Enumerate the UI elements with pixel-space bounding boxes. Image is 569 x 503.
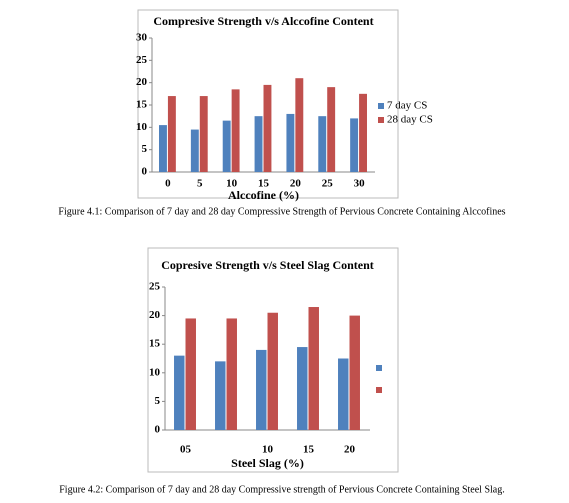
- y-tick-label: 5: [155, 395, 161, 407]
- x-tick-label: 15: [258, 178, 270, 190]
- x-tick-label: 20: [344, 444, 356, 456]
- bar: [167, 96, 176, 172]
- bar: [338, 358, 349, 430]
- y-tick-label: 25: [136, 54, 148, 66]
- bar: [174, 355, 185, 430]
- x-tick-label: 20: [290, 178, 302, 190]
- x-tick-label: 25: [322, 178, 334, 190]
- y-tick-label: 5: [142, 143, 148, 155]
- bar: [256, 349, 267, 430]
- x-tick-label: 10: [226, 178, 238, 190]
- bar: [222, 120, 231, 172]
- y-tick-label: 0: [142, 166, 148, 178]
- bar: [263, 84, 272, 172]
- legend-label: 7 day CS: [387, 100, 427, 112]
- bar: [254, 116, 263, 172]
- x-tick-label: 05: [180, 444, 192, 456]
- bar: [215, 361, 226, 430]
- y-tick-label: 25: [149, 281, 161, 293]
- y-tick-label: 15: [149, 338, 161, 350]
- bar: [185, 318, 196, 430]
- chart-frame: [137, 9, 399, 199]
- bar: [308, 307, 319, 430]
- bar: [297, 347, 308, 430]
- bar: [231, 89, 240, 172]
- x-tick-label: 0: [165, 178, 171, 190]
- bar: [199, 96, 208, 172]
- bar: [327, 87, 336, 172]
- bar: [318, 116, 327, 172]
- legend-label: 28 day CS: [387, 114, 433, 126]
- bar: [190, 129, 199, 172]
- y-tick-label: 20: [149, 309, 161, 321]
- bar: [226, 318, 237, 430]
- legend-swatch: [376, 365, 382, 371]
- legend-swatch: [376, 387, 382, 393]
- chart-title: Compresive Strength v/s Alccofine Conten…: [153, 14, 373, 28]
- y-tick-label: 0: [155, 424, 161, 436]
- chart-frame: [147, 247, 399, 473]
- x-tick-label: 30: [354, 178, 366, 190]
- y-tick-label: 10: [149, 366, 161, 378]
- bar: [286, 113, 295, 172]
- x-axis-label: Alccofine (%): [228, 188, 299, 202]
- legend-swatch: [378, 103, 384, 109]
- x-axis-label: Steel Slag (%): [231, 456, 304, 470]
- y-tick-label: 10: [136, 121, 148, 133]
- bar: [359, 93, 367, 172]
- y-tick-label: 20: [136, 76, 148, 88]
- bar: [350, 118, 359, 172]
- bar: [159, 125, 167, 172]
- bar: [295, 78, 304, 172]
- x-tick-label: 5: [197, 178, 203, 190]
- caption: Figure 4.1: Comparison of 7 day and 28 d…: [58, 206, 505, 217]
- legend-swatch: [378, 117, 384, 123]
- y-tick-label: 15: [136, 99, 148, 111]
- chart-title: Copresive Strength v/s Steel Slag Conten…: [161, 258, 374, 272]
- x-tick-label: 10: [262, 444, 274, 456]
- bar: [267, 312, 278, 430]
- bar: [349, 315, 360, 430]
- x-tick-label: 15: [303, 444, 315, 456]
- caption: Figure 4.2: Comparison of 7 day and 28 d…: [59, 484, 505, 495]
- y-tick-label: 30: [136, 32, 148, 44]
